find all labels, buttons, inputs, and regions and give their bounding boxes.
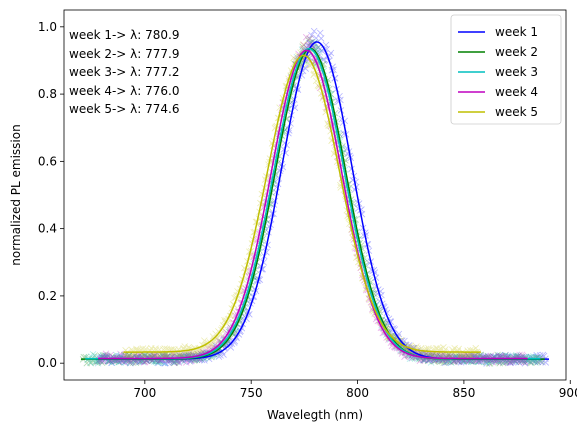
y-tick-label: 0.6 [38, 154, 57, 168]
x-axis-label: Wavelegth (nm) [267, 408, 363, 422]
x-tick-label: 850 [452, 386, 475, 400]
plot-frame [63, 9, 567, 381]
legend-label-week-2: week 2 [495, 45, 538, 59]
legend-label-week-4: week 4 [495, 85, 538, 99]
legend: week 1 week 2 week 3 week 4 week 5 [450, 14, 562, 125]
series-line-week-4 [98, 49, 528, 360]
annotation-week-1: week 1-> λ: 780.9 [69, 28, 180, 42]
legend-label-week-3: week 3 [495, 65, 538, 79]
y-axis-label: normalized PL emission [9, 124, 23, 265]
annotation-week-2: week 2-> λ: 777.9 [69, 47, 180, 61]
y-tick-label: 0.2 [38, 289, 57, 303]
y-tick-label: 0.4 [38, 222, 57, 236]
legend-label-week-5: week 5 [495, 105, 538, 119]
x-tick-label: 800 [346, 386, 369, 400]
y-tick-label: 0.0 [38, 356, 57, 370]
peak-annotations: week 1-> λ: 780.9 week 2-> λ: 777.9 week… [69, 28, 180, 116]
legend-box [450, 14, 562, 125]
annotation-week-3: week 3-> λ: 777.2 [69, 65, 180, 79]
x-tick-label: 750 [240, 386, 263, 400]
annotation-week-5: week 5-> λ: 774.6 [69, 102, 180, 116]
y-axis-ticks: 0.0 0.2 0.4 0.6 0.8 1.0 [38, 20, 64, 370]
x-tick-label: 700 [133, 386, 156, 400]
x-tick-label: 900 [559, 386, 577, 400]
y-tick-label: 0.8 [38, 87, 57, 101]
legend-label-week-1: week 1 [495, 25, 538, 39]
x-axis-ticks: 700 750 800 850 900 [133, 380, 577, 400]
line-layer [81, 41, 549, 360]
y-tick-label: 1.0 [38, 20, 57, 34]
series-line-week-5 [123, 54, 481, 353]
annotation-week-4: week 4-> λ: 776.0 [69, 84, 180, 98]
